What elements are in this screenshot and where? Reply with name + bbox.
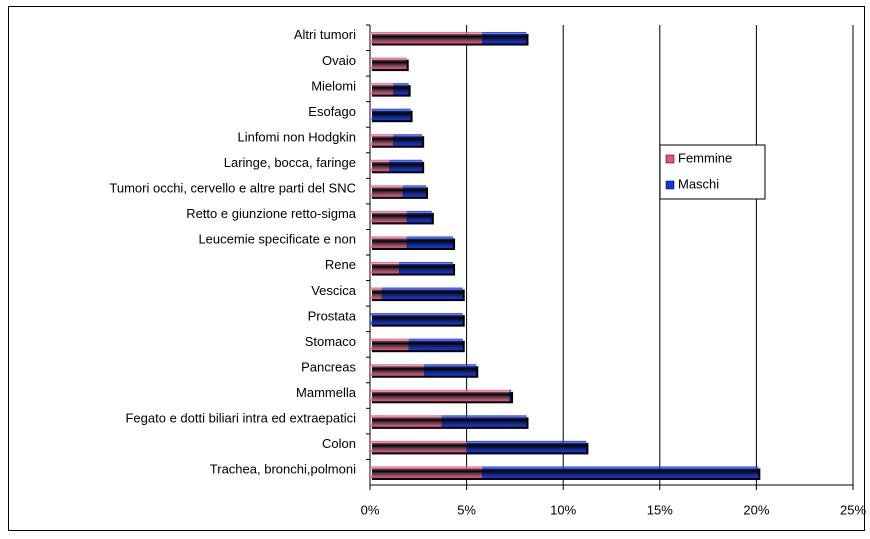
- x-tick-label: 25%: [840, 502, 866, 517]
- bar: [370, 236, 407, 248]
- bar: [482, 466, 759, 478]
- y-tick-label: Mielomi: [311, 78, 356, 93]
- bar: [370, 185, 403, 197]
- legend-swatch: [665, 154, 675, 164]
- bar: [393, 134, 423, 146]
- y-tick-label: Laringe, bocca, faringe: [224, 155, 356, 170]
- bar: [370, 32, 483, 44]
- y-tick-label: Vescica: [311, 283, 357, 298]
- bar: [370, 83, 394, 95]
- bar: [466, 440, 587, 453]
- y-tick-label: Ovaio: [322, 53, 356, 68]
- legend-label: Femmine: [678, 150, 732, 165]
- bar: [370, 57, 407, 70]
- bar: [381, 287, 463, 300]
- bar: [370, 210, 407, 223]
- y-tick-label: Linfomi non Hodgkin: [237, 129, 356, 144]
- bar: [441, 415, 527, 427]
- y-tick-label: Altri tumori: [294, 27, 356, 42]
- bar: [370, 159, 390, 172]
- y-tick-label: Rene: [325, 257, 356, 272]
- bar: [370, 466, 483, 478]
- y-tick-label: Stomaco: [305, 334, 356, 349]
- bar: [509, 389, 512, 402]
- x-tick-label: 15%: [647, 502, 673, 517]
- bar: [393, 83, 409, 95]
- bar: [408, 338, 463, 351]
- x-tick-label: 10%: [550, 502, 576, 517]
- legend-label: Maschi: [678, 176, 719, 191]
- x-tick-label: 5%: [457, 502, 476, 517]
- bar: [370, 313, 463, 325]
- bar: [370, 134, 394, 146]
- bar: [424, 364, 477, 376]
- y-tick-label: Tumori occhi, cervello e altre parti del…: [109, 181, 356, 196]
- bar: [370, 364, 425, 376]
- y-tick-label: Colon: [322, 436, 356, 451]
- bar: [482, 32, 527, 44]
- bar: [406, 210, 432, 223]
- y-tick-label: Fegato e dotti biliari intra ed extraepa…: [125, 411, 356, 426]
- y-tick-label: Prostata: [308, 308, 357, 323]
- y-tick-label: Retto e giunzione retto-sigma: [186, 206, 357, 221]
- y-tick-label: Mammella: [296, 385, 357, 400]
- y-tick-label: Pancreas: [301, 359, 356, 374]
- x-tick-label: 0%: [361, 502, 380, 517]
- legend-box: [659, 144, 766, 200]
- bar: [370, 108, 372, 121]
- bar: [370, 338, 409, 351]
- y-tick-label: Trachea, bronchi,polmoni: [210, 462, 356, 477]
- bar: [370, 287, 382, 300]
- bar: [406, 236, 454, 248]
- bar: [370, 262, 399, 274]
- bar: [370, 389, 510, 402]
- bar: [370, 440, 467, 453]
- y-tick-label: Esofago: [308, 104, 356, 119]
- y-tick-label: Leucemie specificate e non: [198, 232, 356, 247]
- bar: [370, 415, 442, 427]
- bar: [402, 185, 427, 197]
- x-tick-label: 20%: [743, 502, 769, 517]
- bar: [371, 108, 411, 121]
- bar: [389, 159, 423, 172]
- legend-swatch: [665, 180, 675, 190]
- bar: [398, 262, 454, 274]
